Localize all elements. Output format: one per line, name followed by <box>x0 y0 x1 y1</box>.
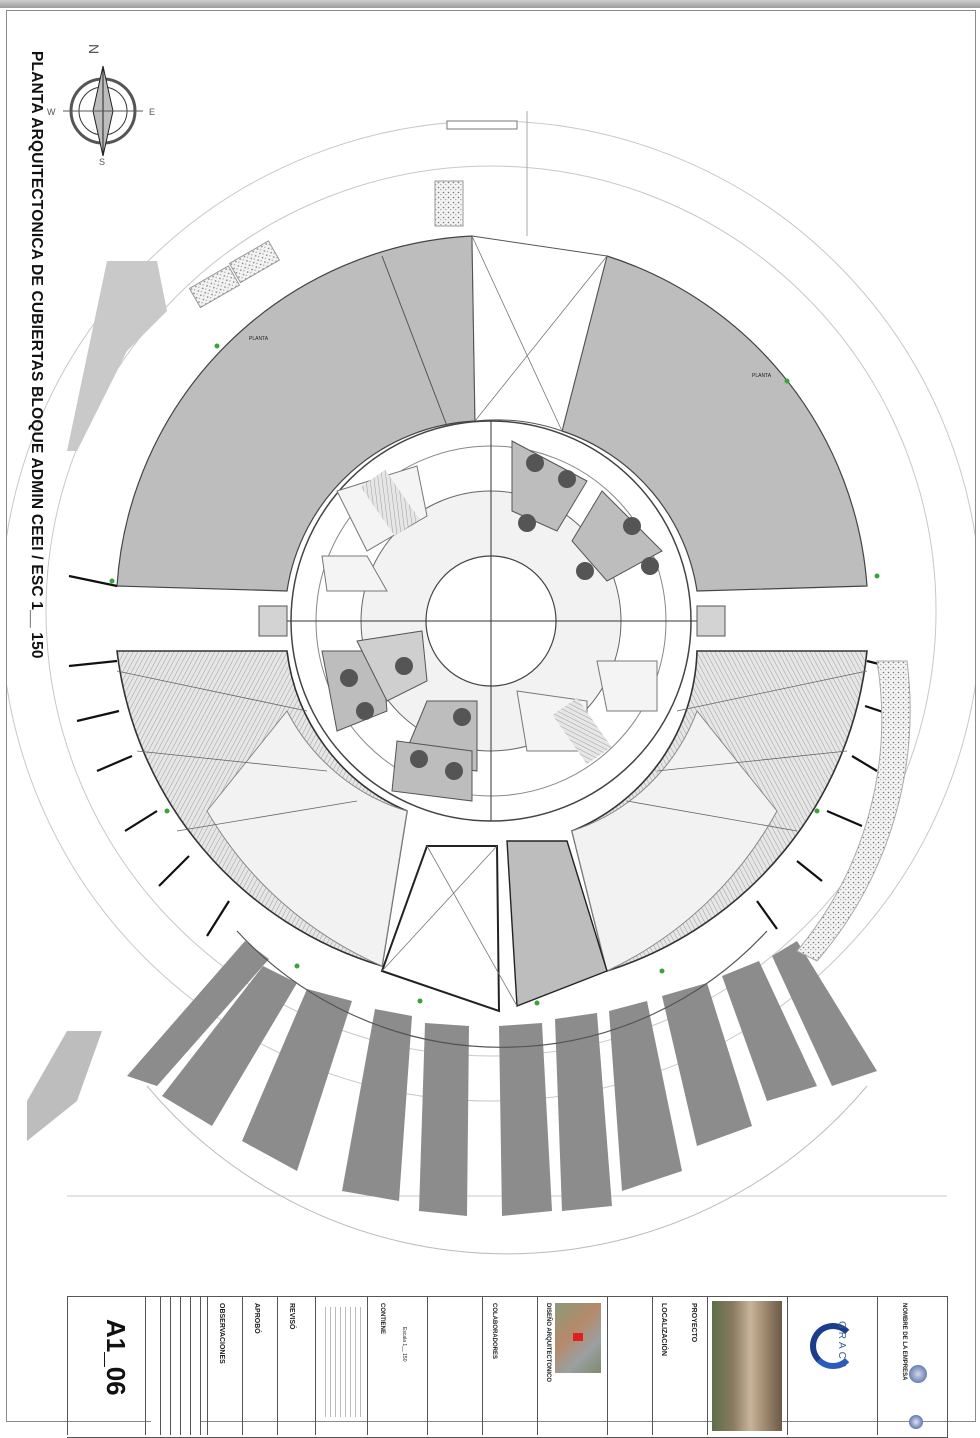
observaciones-lines <box>151 1297 201 1435</box>
logo-text: GRACA <box>836 1321 847 1372</box>
title-block-divider <box>207 1297 208 1435</box>
title-block-divider <box>877 1297 878 1435</box>
colaboradores-label: COLABORADORES <box>491 1303 497 1360</box>
compass-east-label: E <box>149 107 156 117</box>
compass-south-label: S <box>99 157 106 167</box>
notes-text-block <box>321 1307 361 1417</box>
title-block-divider <box>787 1297 788 1435</box>
slope-tag: PLANTA <box>752 373 772 379</box>
location-map-image <box>555 1303 601 1373</box>
diseno-label: DISEÑO ARQUITECTONICO <box>545 1303 551 1383</box>
title-block-divider <box>427 1297 428 1435</box>
title-block-divider <box>367 1297 368 1435</box>
contiene-label: CONTIENE <box>379 1303 385 1335</box>
graca-logo-icon <box>810 1323 856 1369</box>
observaciones-label: OBSERVACIONES <box>218 1303 225 1364</box>
company-logo: GRACA <box>795 1317 871 1407</box>
compass-north-label: N <box>86 43 103 55</box>
government-seal-icon <box>909 1415 923 1429</box>
project-render-image <box>712 1301 782 1431</box>
compass-west-label: W <box>47 107 56 117</box>
proyecto-label: PROYECTO <box>690 1303 697 1343</box>
north-arrow-icon <box>63 65 143 157</box>
title-block-divider <box>315 1297 316 1435</box>
sheet-number: A1_06 <box>101 1319 131 1396</box>
window-top-bar <box>0 0 980 8</box>
nombre-empresa-label: NOMBRE DE LA EMPRESA <box>901 1303 907 1381</box>
title-block: A1_06 OBSERVACIONES APROBÓ REVISÓ CONTIE… <box>67 1296 948 1438</box>
localizacion-label: LOCALIZACIÓN <box>660 1303 667 1356</box>
escala-label: Escala 1__ 150 <box>401 1327 407 1362</box>
title-block-divider <box>67 1297 68 1435</box>
drawing-title: PLANTA ARQUITECTONICA DE CUBIERTAS BLOQU… <box>28 51 45 659</box>
title-block-divider <box>707 1297 708 1435</box>
title-block-divider <box>537 1297 538 1435</box>
reviso-label: REVISÓ <box>288 1303 295 1330</box>
site-marker <box>573 1333 583 1341</box>
title-block-divider <box>482 1297 483 1435</box>
title-block-divider <box>607 1297 608 1435</box>
slope-tag: PLANTA <box>249 336 269 342</box>
title-block-divider <box>277 1297 278 1435</box>
title-block-divider <box>145 1297 146 1435</box>
drawing-sheet: N E W S PLANTA ARQUITECTONICA DE CUBIERT… <box>6 10 976 1438</box>
title-block-divider <box>242 1297 243 1435</box>
government-seal-icon <box>909 1365 927 1383</box>
title-block-divider <box>652 1297 653 1435</box>
roof-plan-drawing <box>7 65 975 1255</box>
aprobo-label: APROBÓ <box>253 1303 260 1334</box>
